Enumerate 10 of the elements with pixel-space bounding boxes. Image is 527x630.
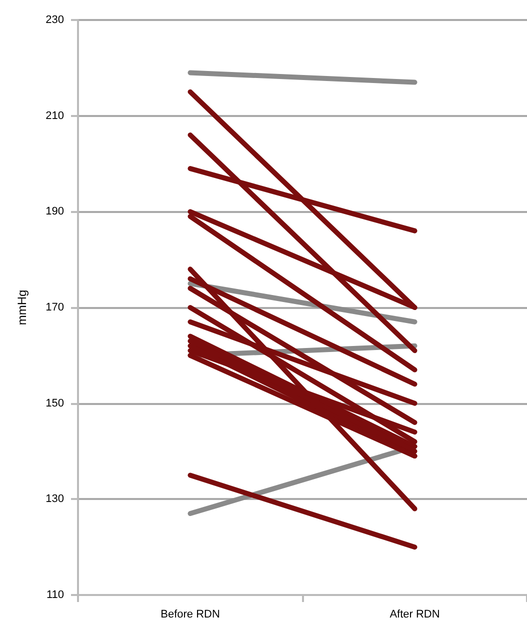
y-axis-title: mmHg [15, 290, 29, 326]
x-tick-label: After RDN [390, 608, 440, 620]
y-tick-label: 170 [46, 302, 64, 314]
y-tick-label: 130 [46, 493, 64, 506]
y-tick-label: 110 [46, 589, 64, 601]
y-tick-label: 230 [46, 14, 64, 26]
x-tick-label: Before RDN [160, 608, 220, 620]
y-tick-label: 190 [46, 206, 64, 218]
y-tick-label: 150 [46, 397, 64, 410]
y-tick-label: 210 [46, 110, 64, 122]
